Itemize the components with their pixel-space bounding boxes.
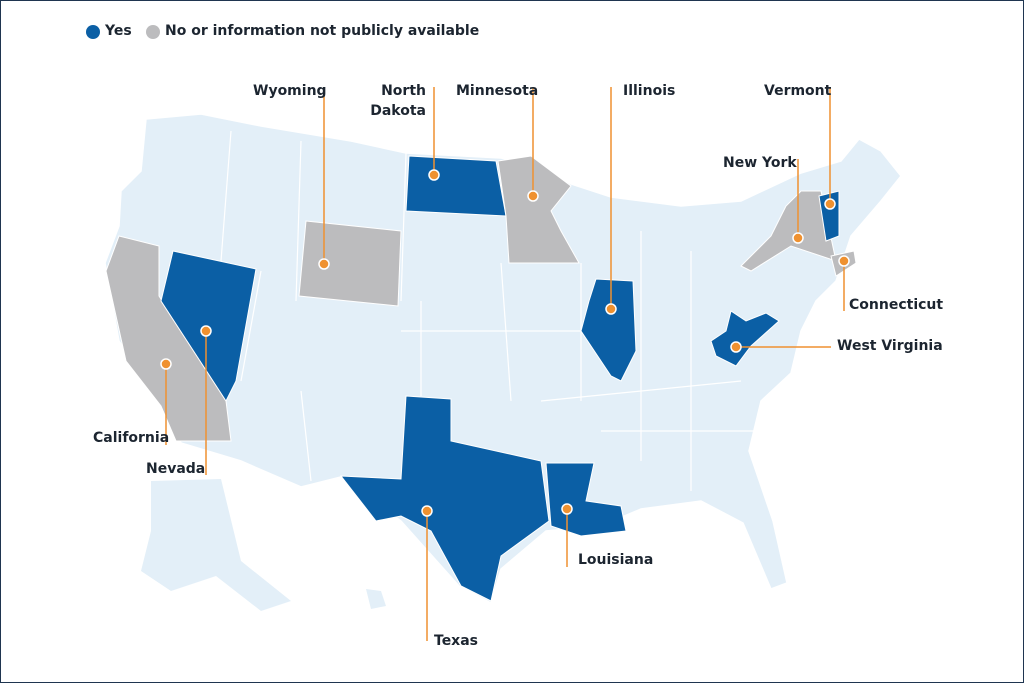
marker-dot (421, 505, 433, 517)
marker-dot (200, 325, 212, 337)
marker-dot (838, 255, 850, 267)
state-label: California (93, 430, 170, 446)
legend-label: No or information not publicly available (165, 23, 480, 39)
marker-dot (792, 232, 804, 244)
state-label: Wyoming (253, 83, 327, 99)
marker-dot (318, 258, 330, 270)
state-label: West Virginia (837, 338, 943, 354)
state-shape (405, 155, 507, 217)
legend-label: Yes (105, 23, 132, 39)
marker-dot (605, 303, 617, 315)
legend-swatch (86, 25, 100, 39)
marker-dot (824, 198, 836, 210)
state-label: Nevada (146, 461, 206, 477)
state-label: Vermont (764, 83, 832, 99)
marker-dot (561, 503, 573, 515)
us-outline (104, 113, 902, 605)
state-label: Minnesota (456, 83, 539, 99)
legend-swatch (146, 25, 160, 39)
state-label: Illinois (623, 83, 676, 99)
hawaii (366, 589, 386, 609)
state-borders (220, 130, 761, 491)
marker-dot (160, 358, 172, 370)
state-label: Louisiana (578, 552, 654, 568)
state-shape (545, 462, 627, 537)
state-shape (298, 220, 402, 307)
marker-dot (730, 341, 742, 353)
state-label: Texas (434, 633, 478, 649)
marker-dot (428, 169, 440, 181)
state-shape (580, 278, 637, 382)
leaders (160, 87, 850, 641)
state-shape (497, 155, 580, 264)
state-shape (105, 235, 232, 442)
state-shape (339, 395, 550, 602)
alaska (141, 479, 291, 611)
state-label: New York (723, 155, 797, 171)
state-label: Connecticut (849, 297, 944, 313)
marker-dot (527, 190, 539, 202)
state-shape (710, 310, 780, 367)
state-label: North Dakota (370, 83, 426, 119)
